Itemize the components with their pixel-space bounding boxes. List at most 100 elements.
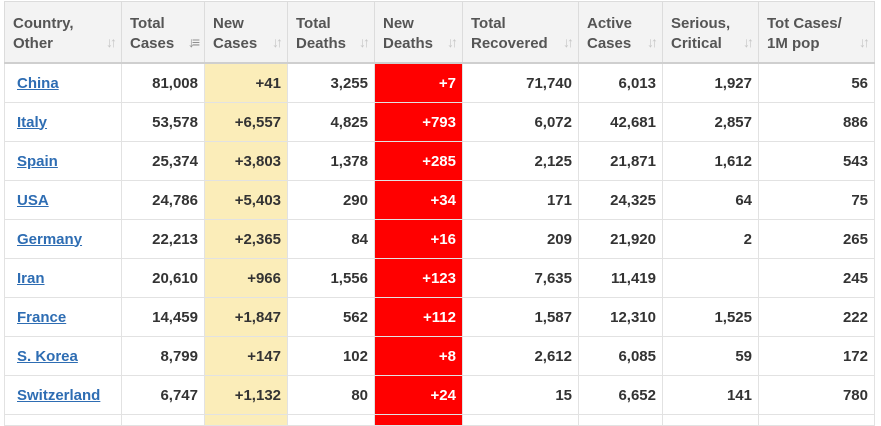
country-cell: China	[4, 62, 122, 103]
table-row: France 14,459 +1,847 562 +112 1,587 12,310 1,52…	[4, 297, 875, 337]
column-header-label: Active Cases	[587, 15, 633, 52]
column-header-serious-critical[interactable]: Serious, Critical ↓↑	[662, 1, 759, 64]
total-deaths-cell: 84	[287, 219, 375, 259]
sort-icon[interactable]: ↓↑	[743, 34, 754, 50]
active-cases-cell: 11,419	[578, 258, 663, 298]
new-cases-cell: +3,803	[204, 141, 288, 181]
new-cases-cell: +41	[204, 62, 288, 103]
country-cell: USA	[4, 180, 122, 220]
country-link[interactable]: Iran	[17, 269, 45, 287]
sort-icon[interactable]: ↓↑	[447, 34, 458, 50]
serious-critical-cell: 59	[662, 336, 759, 376]
active-cases-cell: 21,920	[578, 219, 663, 259]
new-deaths-cell: +34	[374, 180, 463, 220]
total-cases-cell: 22,213	[121, 219, 205, 259]
sort-desc-icon[interactable]: ↓≡	[187, 34, 200, 50]
new-cases-cell: +1,847	[204, 297, 288, 337]
total-recovered-cell: 171	[462, 180, 579, 220]
country-cell: Switzerland	[4, 375, 122, 415]
country-cell: France	[4, 297, 122, 337]
column-header-new-deaths[interactable]: New Deaths ↓↑	[374, 1, 463, 64]
total-cases-cell: 8,799	[121, 336, 205, 376]
table-row: Switzerland 6,747 +1,132 80 +24 15 6,652 141 780	[4, 375, 875, 415]
country-cell: S. Korea	[4, 336, 122, 376]
active-cases-cell: 21,871	[578, 141, 663, 181]
sort-icon[interactable]: ↓↑	[859, 34, 870, 50]
total-cases-cell: 53,578	[121, 102, 205, 142]
country-link[interactable]: Spain	[17, 152, 58, 170]
total-cases-cell: 81,008	[121, 62, 205, 103]
country-link[interactable]: Switzerland	[17, 386, 101, 404]
total-cases-cell: 6,747	[121, 375, 205, 415]
table-row: Spain 25,374 +3,803 1,378 +285 2,125 21,871 1,6…	[4, 141, 875, 181]
table-row: USA 24,786 +5,403 290 +34 171 24,325 64 75	[4, 180, 875, 220]
new-deaths-cell: +285	[374, 141, 463, 181]
new-deaths-cell: +16	[374, 219, 463, 259]
serious-critical-cell: 1,927	[662, 62, 759, 103]
column-header-total-deaths[interactable]: Total Deaths ↓↑	[287, 1, 375, 64]
cases-per-million-cell: 780	[758, 375, 875, 415]
cases-per-million-cell: 172	[758, 336, 875, 376]
new-cases-cell: +6,557	[204, 102, 288, 142]
serious-critical-cell: 2,857	[662, 102, 759, 142]
country-cell: Iran	[4, 258, 122, 298]
sort-icon[interactable]: ↓↑	[106, 34, 117, 50]
total-cases-cell: 14,459	[121, 297, 205, 337]
column-header-active-cases[interactable]: Active Cases ↓↑	[578, 1, 663, 64]
column-header-total-cases[interactable]: Total Cases ↓≡	[121, 1, 205, 64]
country-link[interactable]: S. Korea	[17, 347, 78, 365]
column-header-country[interactable]: Country, Other ↓↑	[4, 1, 122, 64]
country-cell: Spain	[4, 141, 122, 181]
new-cases-cell: +5,403	[204, 180, 288, 220]
cases-per-million-cell: 245	[758, 258, 875, 298]
country-link[interactable]: France	[17, 308, 67, 326]
new-deaths-cell: +8	[374, 336, 463, 376]
cases-per-million-cell: 56	[758, 62, 875, 103]
table-row: Iran 20,610 +966 1,556 +123 7,635 11,419 245	[4, 258, 875, 298]
column-header-label: Country, Other	[13, 15, 74, 52]
column-header-total-recovered[interactable]: Total Recovered ↓↑	[462, 1, 579, 64]
active-cases-cell: 6,085	[578, 336, 663, 376]
sort-icon[interactable]: ↓↑	[647, 34, 658, 50]
country-link[interactable]: China	[17, 74, 59, 92]
column-header-new-cases[interactable]: New Cases ↓↑	[204, 1, 288, 64]
column-header-label: New Cases	[213, 15, 258, 52]
total-recovered-cell: 2,612	[462, 336, 579, 376]
total-deaths-cell: 562	[287, 297, 375, 337]
total-recovered-cell: 1,587	[462, 297, 579, 337]
new-cases-cell: +2,365	[204, 219, 288, 259]
new-deaths-cell: +123	[374, 258, 463, 298]
table-row: S. Korea 8,799 +147 102 +8 2,612 6,085 59 172	[4, 336, 875, 376]
column-header-label: Tot Cases/ 1M pop	[767, 15, 842, 52]
total-cases-cell: 20,610	[121, 258, 205, 298]
active-cases-cell: 24,325	[578, 180, 663, 220]
active-cases-cell: 12,310	[578, 297, 663, 337]
serious-critical-cell: 2	[662, 219, 759, 259]
sort-icon[interactable]: ↓↑	[359, 34, 370, 50]
active-cases-cell: 6,652	[578, 375, 663, 415]
total-deaths-cell: 102	[287, 336, 375, 376]
total-deaths-cell: 80	[287, 375, 375, 415]
cases-per-million-cell: 886	[758, 102, 875, 142]
country-cell: Italy	[4, 102, 122, 142]
column-header-label: Total Deaths	[296, 15, 347, 52]
column-header-label: Serious, Critical	[671, 15, 731, 52]
country-link[interactable]: Italy	[17, 113, 48, 131]
total-recovered-cell: 209	[462, 219, 579, 259]
total-deaths-cell: 4,825	[287, 102, 375, 142]
country-link[interactable]: Germany	[17, 230, 83, 248]
serious-critical-cell: 1,612	[662, 141, 759, 181]
sort-icon[interactable]: ↓↑	[272, 34, 283, 50]
new-deaths-cell: +24	[374, 375, 463, 415]
active-cases-cell: 6,013	[578, 62, 663, 103]
serious-critical-cell: 141	[662, 375, 759, 415]
country-link[interactable]: USA	[17, 191, 49, 209]
column-header-cases-per-million[interactable]: Tot Cases/ 1M pop ↓↑	[758, 1, 875, 64]
column-header-label: New Deaths	[383, 15, 434, 52]
sort-icon[interactable]: ↓↑	[563, 34, 574, 50]
total-recovered-cell: 15	[462, 375, 579, 415]
country-cell: Germany	[4, 219, 122, 259]
table-body: China 81,008 +41 3,255 +7 71,740 6,013 1,927 56 I…	[4, 62, 875, 426]
total-recovered-cell: 2,125	[462, 141, 579, 181]
serious-critical-cell	[662, 258, 759, 298]
